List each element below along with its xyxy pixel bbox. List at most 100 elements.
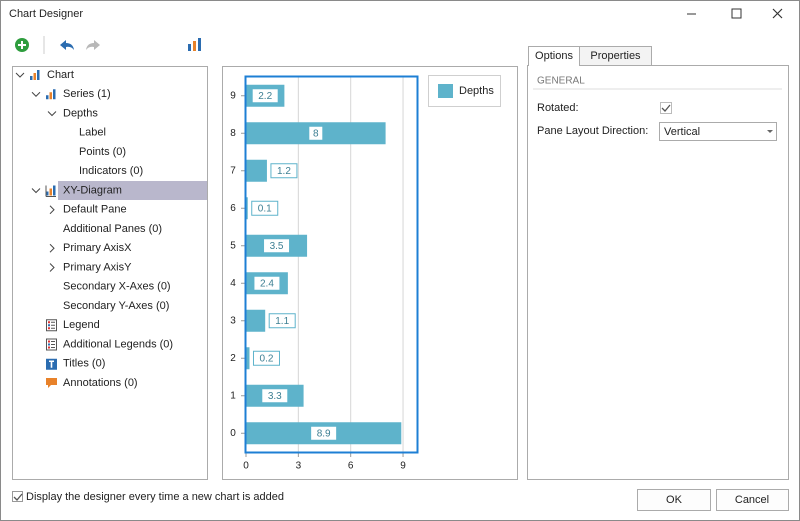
- tree-icon: [46, 338, 57, 351]
- x-tick-label: 9: [400, 461, 406, 472]
- window-title: Chart Designer: [9, 8, 83, 20]
- value-label: 0.2: [260, 353, 274, 364]
- icon-part: [51, 341, 55, 342]
- value-label: 8.9: [317, 428, 331, 439]
- expander[interactable]: [47, 111, 57, 117]
- bar: [246, 347, 250, 370]
- tree-item[interactable]: Additional Legends (0): [63, 338, 173, 350]
- y-tick-label: 0: [230, 428, 236, 439]
- value-label: 8: [313, 128, 319, 139]
- tree-icon: [30, 70, 40, 80]
- layout-combo[interactable]: [659, 122, 777, 141]
- value-label: 2.2: [258, 91, 272, 102]
- value-label-box: [270, 163, 298, 179]
- toolbar: [15, 36, 201, 54]
- icon-part: [51, 327, 55, 329]
- value-label: 2.4: [260, 278, 274, 289]
- tree-icon: [46, 358, 57, 370]
- ok-label: OK: [666, 494, 683, 506]
- tree-item[interactable]: Chart: [47, 69, 74, 81]
- redo-button[interactable]: [86, 40, 100, 50]
- value-label-box: [251, 200, 279, 216]
- y-tick-label: 8: [230, 128, 236, 139]
- value-label-box: [308, 125, 324, 141]
- value-label-box: [253, 275, 281, 291]
- tree-item[interactable]: XY-Diagram: [63, 184, 122, 196]
- expander[interactable]: [49, 263, 55, 272]
- y-tick-label: 3: [230, 315, 236, 326]
- icon-part: [45, 185, 56, 197]
- tree-item[interactable]: Secondary Y-Axes (0): [63, 300, 169, 312]
- tree-item[interactable]: Primary AxisY: [63, 261, 132, 273]
- tree-item[interactable]: Primary AxisX: [63, 242, 132, 254]
- tree-item[interactable]: Label: [79, 127, 106, 139]
- rotated-checkbox[interactable]: [660, 102, 672, 114]
- footer-checkbox[interactable]: [12, 491, 23, 502]
- legend-label: Depths: [459, 85, 494, 97]
- tab-label: Options: [535, 50, 573, 62]
- icon-part: [48, 343, 50, 346]
- cancel-button[interactable]: [716, 489, 789, 511]
- tree-item[interactable]: Additional Panes (0): [63, 223, 162, 235]
- tree-icon: [45, 185, 56, 197]
- y-tick-label: 9: [230, 90, 236, 101]
- tree-item[interactable]: Series (1): [63, 88, 111, 100]
- value-label: 3.3: [268, 391, 282, 402]
- icon-part: [51, 321, 55, 323]
- icon-part: [30, 76, 33, 80]
- ok-button[interactable]: [637, 489, 711, 511]
- tree-item[interactable]: Secondary X-Axes (0): [63, 281, 171, 293]
- layout-value: Vertical: [664, 126, 700, 138]
- bar: [246, 309, 266, 332]
- expander[interactable]: [49, 205, 55, 215]
- expander[interactable]: [31, 91, 41, 97]
- value-label-box: [261, 388, 289, 404]
- value-label-box: [251, 88, 279, 104]
- check-mark: [661, 104, 671, 112]
- expander[interactable]: [15, 72, 25, 78]
- tree-item[interactable]: Indicators (0): [79, 165, 143, 177]
- rotated-label: Rotated:: [537, 102, 579, 114]
- tree-icon: [46, 89, 56, 100]
- tab[interactable]: [579, 46, 652, 66]
- icon-part: [49, 92, 52, 100]
- tab-label: Properties: [590, 50, 641, 62]
- tree-icon: [46, 378, 57, 388]
- chart-wizard-button[interactable]: [188, 38, 201, 51]
- undo-button[interactable]: [60, 40, 74, 50]
- expander[interactable]: [49, 243, 55, 253]
- maximize[interactable]: [731, 8, 742, 19]
- tree-item[interactable]: Annotations (0): [63, 377, 138, 389]
- icon-part: [53, 89, 56, 100]
- check-mark: [13, 493, 23, 501]
- expander[interactable]: [31, 188, 41, 194]
- y-tick-label: 7: [230, 165, 236, 176]
- close[interactable]: [772, 8, 783, 19]
- value-label: 3.5: [270, 241, 284, 252]
- icon-part: [53, 185, 56, 196]
- icon-part: [51, 347, 55, 348]
- icon-part: [46, 378, 57, 388]
- y-tick-label: 6: [230, 203, 236, 214]
- icon-part: [49, 360, 54, 368]
- tree-item[interactable]: Titles (0): [63, 358, 105, 370]
- value-label-box: [268, 313, 296, 329]
- icon-part: [51, 324, 55, 326]
- y-tick-label: 2: [230, 353, 236, 364]
- cancel-label: Cancel: [735, 494, 769, 506]
- bar: [246, 159, 267, 182]
- value-label-box: [252, 350, 280, 366]
- icon-part: [49, 188, 52, 196]
- icon-part: [37, 70, 40, 80]
- value-label: 0.1: [258, 203, 272, 214]
- value-label: 1.1: [275, 316, 289, 327]
- tree-item[interactable]: Default Pane: [63, 204, 127, 216]
- tree-item[interactable]: Points (0): [79, 146, 126, 158]
- tree-item[interactable]: Depths: [63, 107, 98, 119]
- plot-border: [244, 75, 419, 454]
- icon-part: [51, 344, 55, 345]
- value-label: 1.2: [277, 166, 291, 177]
- tree-item[interactable]: Legend: [63, 319, 100, 331]
- tree-selection: [58, 181, 207, 200]
